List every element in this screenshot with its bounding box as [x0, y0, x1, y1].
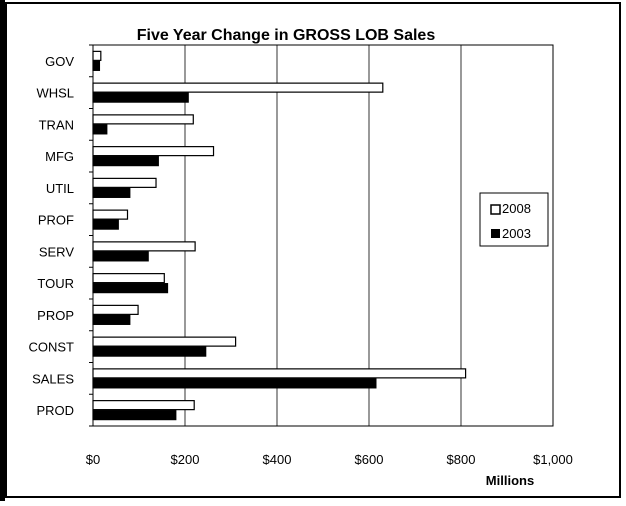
y-tick-label-sales: SALES	[32, 371, 74, 386]
y-tick-label-prod: PROD	[36, 403, 74, 418]
legend-swatch-2008	[490, 204, 501, 215]
bar-gov-2003	[92, 60, 101, 71]
legend-label-2003: 2003	[502, 226, 531, 241]
y-axis-labels: GOV WHSL TRAN MFG UTIL PROF SERV TOUR PROP CONST S…	[29, 54, 75, 418]
bar-tour-2008	[92, 273, 165, 284]
bar-prof-2008	[92, 209, 129, 220]
bar-const-2008	[92, 336, 237, 347]
gridlines	[184, 45, 462, 426]
bar-serv-2003	[92, 251, 149, 262]
x-tick-label: $800	[447, 452, 476, 467]
legend-label-2008: 2008	[502, 201, 531, 216]
bar-prop-2003	[92, 314, 131, 325]
legend: 2008 2003	[479, 192, 549, 247]
bar-prop-2008	[92, 304, 139, 315]
y-tick-label-util: UTIL	[46, 181, 74, 196]
bar-tour-2003	[92, 283, 169, 294]
bar-serv-2008	[92, 241, 196, 252]
x-tick-label: $200	[171, 452, 200, 467]
bar-mfg-2003	[92, 156, 159, 167]
chart-title: Five Year Change in GROSS LOB Sales	[137, 27, 436, 44]
y-tick-label-serv: SERV	[39, 244, 74, 259]
bar-prof-2003	[92, 219, 119, 230]
bar-sales-2003	[92, 378, 377, 389]
bar-const-2003	[92, 346, 207, 357]
legend-swatch-2003	[491, 229, 500, 238]
x-axis-title: Millions	[486, 473, 534, 488]
bar-whsl-2003	[92, 92, 189, 103]
bars	[92, 50, 467, 421]
bar-prod-2003	[92, 410, 177, 421]
x-tick-label: $400	[263, 452, 292, 467]
x-axis-labels: $0 $200 $400 $600 $800 $1,000	[86, 452, 573, 467]
y-tick-label-whsl: WHSL	[36, 86, 74, 101]
plot-area	[92, 44, 554, 427]
y-tick-label-tour: TOUR	[37, 276, 74, 291]
bar-util-2003	[92, 187, 131, 198]
y-tick-label-gov: GOV	[45, 54, 74, 69]
bar-tran-2008	[92, 114, 194, 125]
bar-prod-2008	[92, 400, 195, 411]
y-tick-label-mfg: MFG	[45, 149, 74, 164]
y-axis-ticks	[89, 44, 93, 427]
x-tick-label: $0	[86, 452, 100, 467]
bar-gov-2008	[92, 50, 102, 61]
bar-util-2008	[92, 177, 157, 188]
bar-whsl-2008	[92, 82, 384, 93]
x-tick-label: $1,000	[533, 452, 573, 467]
bar-tran-2003	[92, 124, 108, 135]
y-tick-label-prop: PROP	[37, 308, 74, 323]
y-tick-label-tran: TRAN	[39, 117, 74, 132]
y-tick-label-prof: PROF	[38, 213, 74, 228]
x-tick-label: $600	[355, 452, 384, 467]
y-tick-label-const: CONST	[29, 340, 75, 355]
bar-mfg-2008	[92, 146, 215, 157]
bar-sales-2008	[92, 368, 467, 379]
left-edge-strip	[0, 0, 5, 501]
